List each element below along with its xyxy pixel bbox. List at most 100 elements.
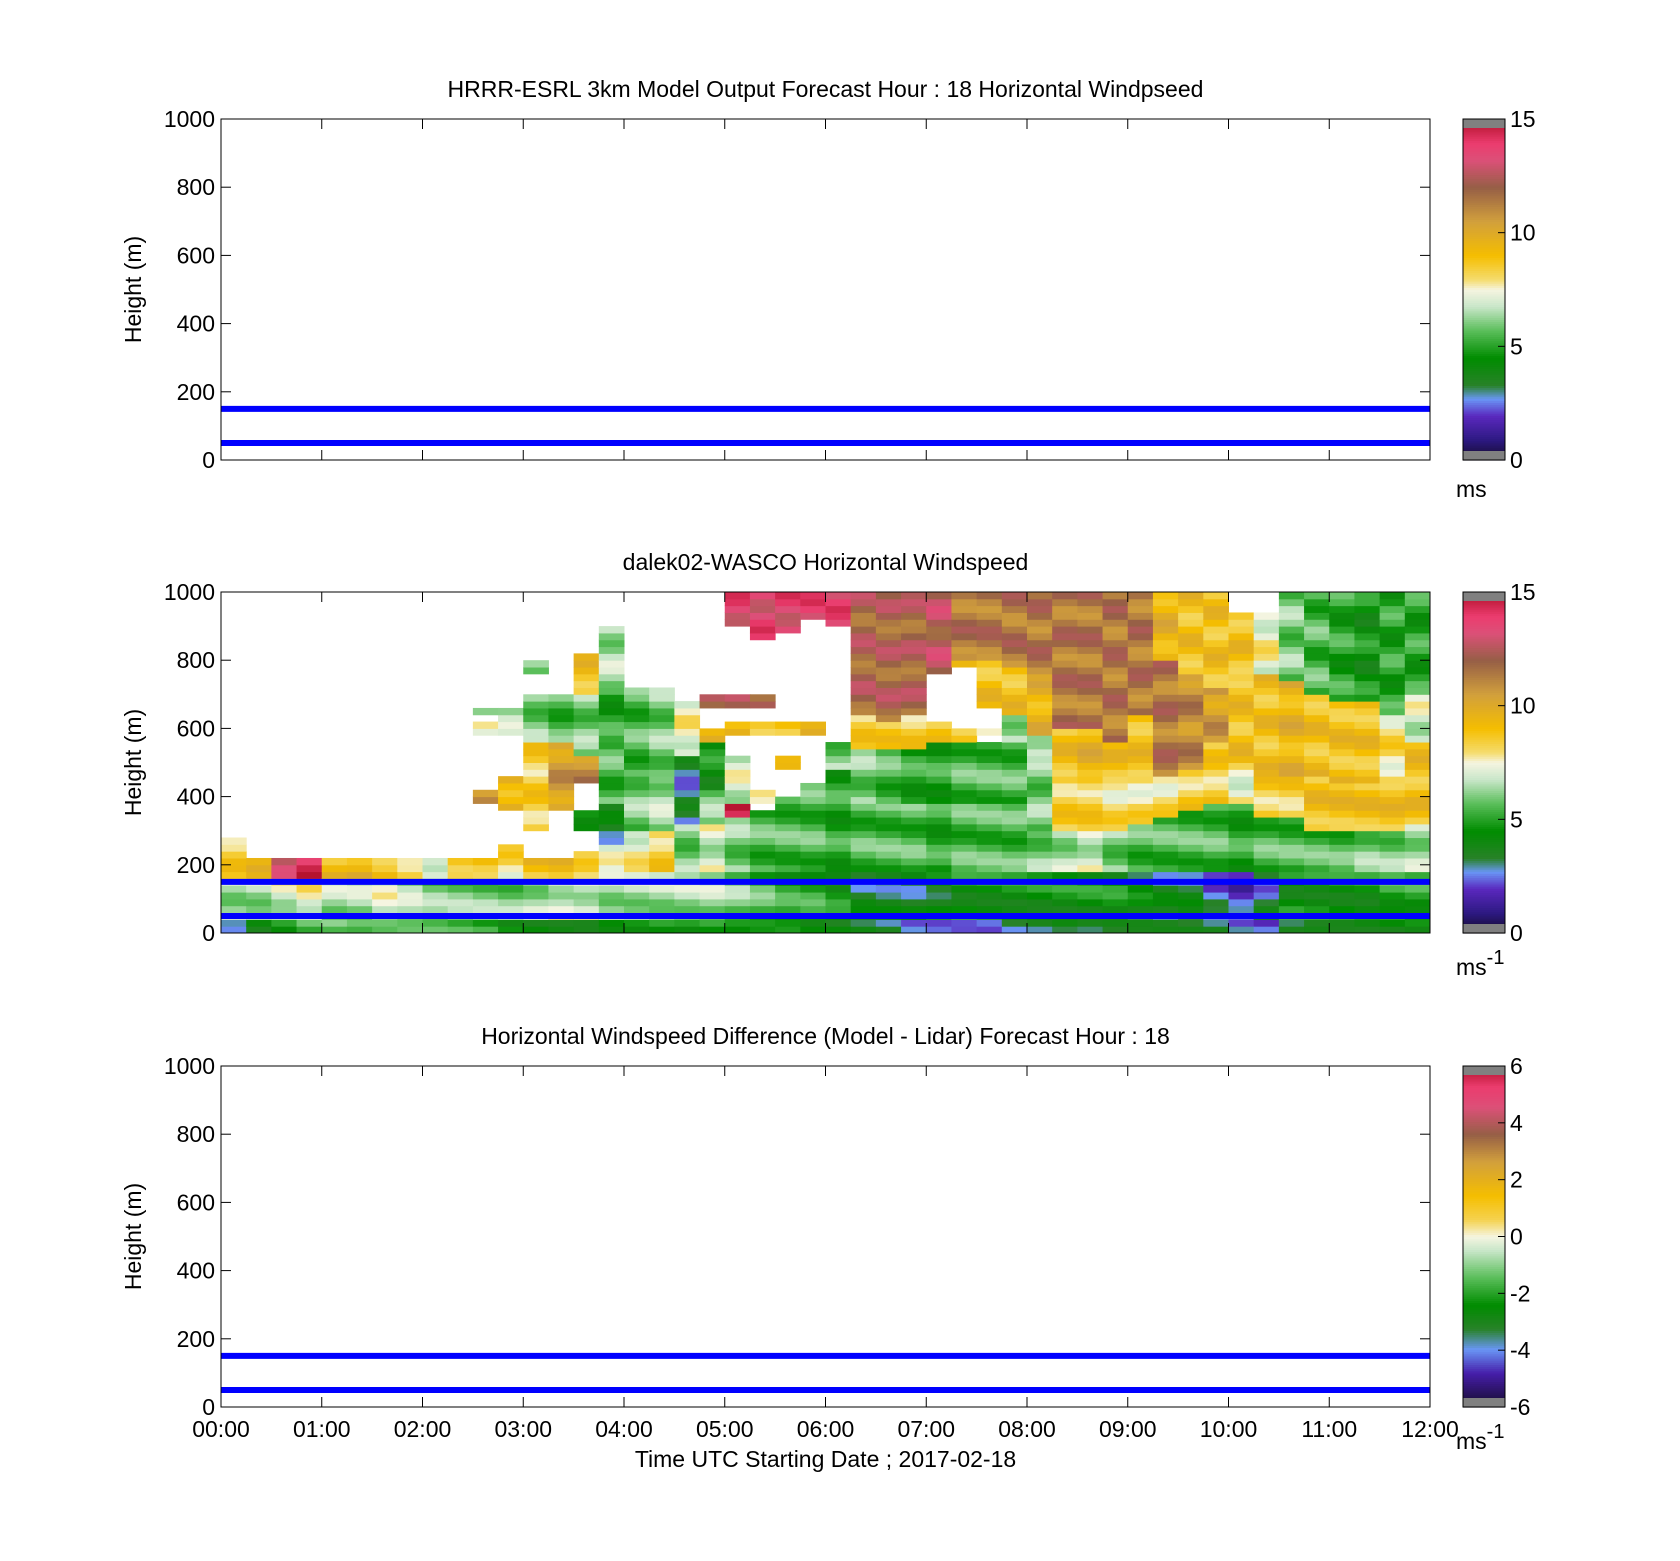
heatmap-cell — [1077, 926, 1104, 934]
heatmap-cell — [901, 605, 927, 613]
heatmap-cell — [1379, 598, 1406, 607]
heatmap-cell — [649, 762, 675, 770]
heatmap-cell — [674, 735, 701, 743]
heatmap-cell — [724, 905, 751, 914]
colorbar-band — [1463, 717, 1505, 721]
heatmap-cell — [649, 837, 675, 845]
heatmap-cell — [1329, 769, 1355, 777]
colorbar-band — [1463, 809, 1505, 813]
heatmap-cell — [649, 728, 675, 736]
x-tick-label: 04:00 — [595, 1416, 653, 1442]
heatmap-cell — [1102, 776, 1129, 784]
colorbar-band — [1463, 604, 1505, 608]
heatmap-cell — [296, 905, 323, 914]
heatmap-cell — [749, 612, 776, 620]
heatmap-cell — [901, 885, 927, 893]
heatmap-cell — [875, 735, 902, 743]
heatmap-cell — [1404, 789, 1431, 798]
heatmap-cell — [1404, 653, 1431, 661]
heatmap-cell — [1052, 619, 1078, 627]
heatmap-cell — [598, 755, 625, 763]
heatmap-cell — [1253, 680, 1280, 688]
heatmap-cell — [951, 653, 978, 661]
heatmap-cell — [926, 864, 952, 873]
heatmap-cell — [1404, 728, 1431, 736]
heatmap-cell — [1077, 782, 1104, 791]
heatmap-cell — [1152, 864, 1179, 873]
colorbar-band — [1463, 1085, 1505, 1088]
heatmap-cell — [1077, 728, 1104, 736]
heatmap-cell — [246, 892, 272, 900]
heatmap-cell — [825, 851, 852, 859]
heatmap-cell — [1027, 755, 1053, 763]
heatmap-cell — [1027, 735, 1053, 743]
heatmap-cell — [548, 701, 575, 709]
colorbar-band — [1463, 600, 1505, 604]
heatmap-cell — [1278, 605, 1305, 613]
colorbar-band — [1463, 1296, 1505, 1299]
colorbar-band — [1463, 366, 1505, 369]
heatmap-cell — [1203, 646, 1229, 654]
heatmap-cell — [548, 762, 575, 770]
heatmap-cell — [271, 905, 298, 914]
colorbar-band — [1463, 792, 1505, 796]
heatmap-cell — [1127, 687, 1154, 695]
heatmap-cell — [1001, 728, 1028, 736]
heatmap-cell — [1379, 653, 1406, 661]
heatmap-cell — [548, 694, 575, 702]
colorbar-band — [1463, 368, 1505, 372]
heatmap-cell — [724, 830, 751, 839]
heatmap-cell — [1304, 796, 1330, 804]
heatmap-cell — [724, 762, 751, 770]
heatmap-cell — [447, 892, 474, 900]
heatmap-cell — [548, 871, 575, 879]
heatmap-cell — [598, 646, 625, 654]
heatmap-cell — [1253, 789, 1280, 798]
heatmap-cell — [1077, 646, 1104, 654]
heatmap-cell — [1304, 742, 1330, 750]
colorbar-band — [1463, 263, 1505, 267]
heatmap-cell — [548, 728, 575, 736]
colorbar-band — [1463, 621, 1505, 625]
heatmap-cell — [699, 892, 726, 900]
heatmap-cell — [573, 694, 600, 702]
colorbar-band — [1463, 1343, 1505, 1346]
heatmap-cell — [1329, 926, 1355, 934]
heatmap-cell — [1304, 632, 1330, 641]
colorbar-band — [1463, 174, 1505, 178]
heatmap-cell — [1102, 898, 1129, 907]
colorbar-band — [1463, 206, 1505, 210]
heatmap-cell — [1379, 857, 1406, 866]
heatmap-cell — [1127, 823, 1154, 832]
heatmap-cell — [1178, 857, 1204, 866]
colorbar-band — [1463, 157, 1505, 161]
heatmap-cell — [1304, 837, 1330, 845]
heatmap-cell — [850, 830, 877, 839]
heatmap-cell — [1127, 789, 1154, 798]
heatmap-cell — [548, 714, 575, 723]
heatmap-cell — [1203, 673, 1229, 682]
heatmap-cell — [926, 605, 952, 613]
colorbar-band — [1463, 1268, 1505, 1272]
x-tick-label: 09:00 — [1099, 1416, 1157, 1442]
heatmap-cell — [976, 592, 1003, 600]
heatmap-cell — [825, 762, 852, 770]
colorbar-band — [1463, 753, 1505, 757]
heatmap-cell — [1278, 598, 1305, 607]
heatmap-cell — [724, 892, 751, 900]
colorbar-band — [1463, 790, 1505, 793]
heatmap-cell — [1329, 721, 1355, 729]
heatmap-cell — [296, 919, 323, 927]
heatmap-cell — [775, 830, 801, 839]
heatmap-cell — [1127, 919, 1154, 927]
heatmap-cell — [1102, 701, 1129, 709]
heatmap-cell — [321, 871, 348, 879]
heatmap-cell — [1102, 762, 1129, 770]
colorbar-band — [1463, 159, 1505, 163]
heatmap-cell — [1077, 707, 1104, 716]
heatmap-cell — [1379, 707, 1406, 716]
colorbar-band — [1463, 253, 1505, 256]
colorbar-band — [1463, 1208, 1505, 1212]
heatmap-cell — [1228, 714, 1255, 723]
heatmap-cell — [850, 742, 877, 750]
